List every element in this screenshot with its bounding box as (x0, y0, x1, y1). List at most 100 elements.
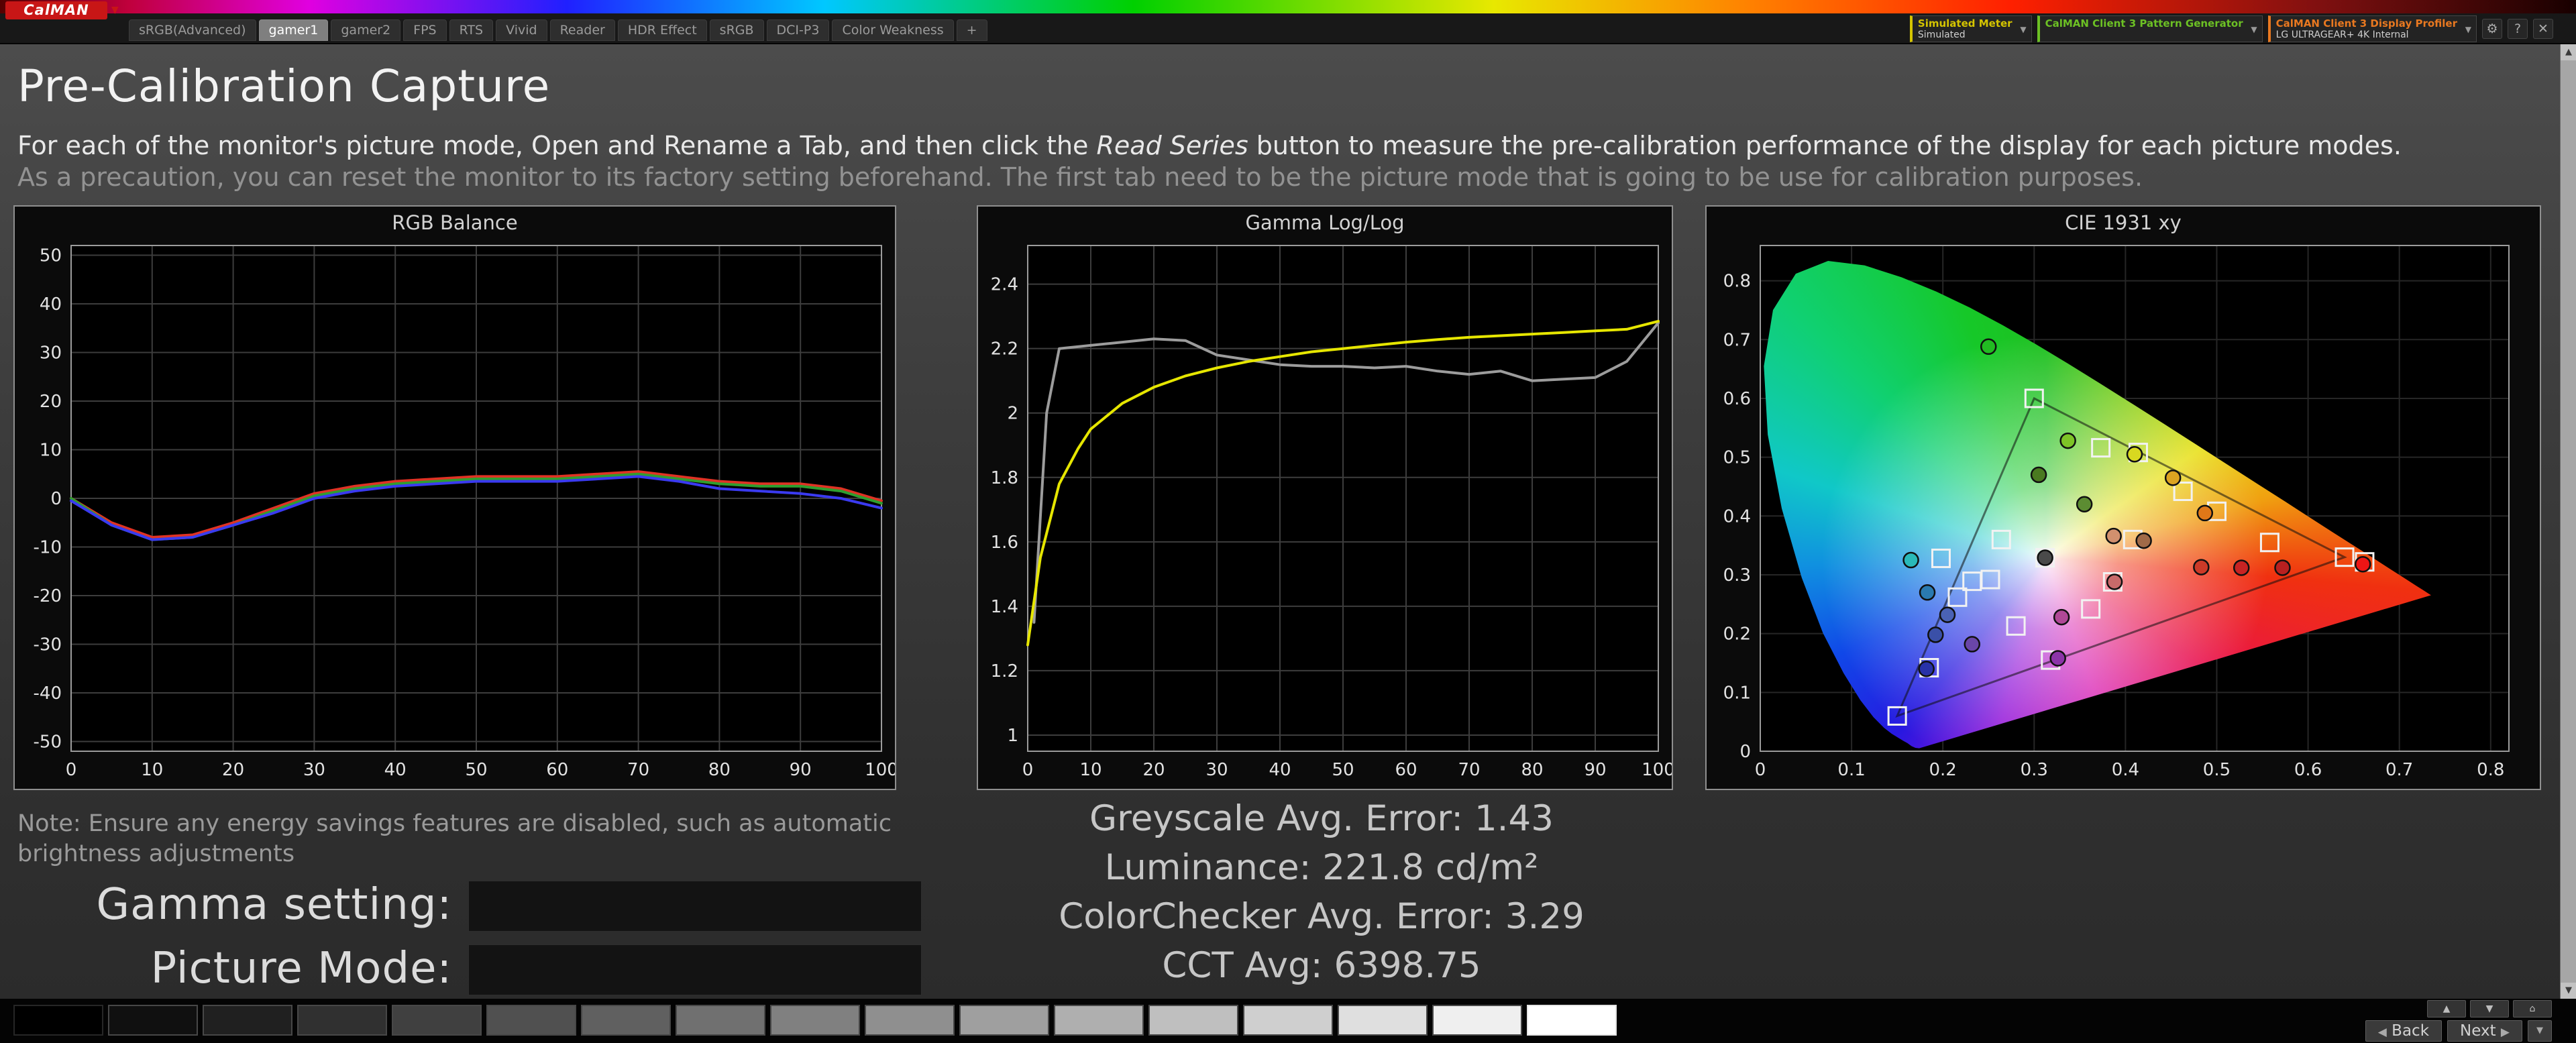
svg-text:0: 0 (1739, 742, 1751, 762)
pattern-swatch[interactable] (486, 1005, 576, 1036)
svg-text:20: 20 (40, 392, 62, 412)
hardware-selectors: Simulated Meter Simulated ▼ CalMAN Clien… (1909, 15, 2553, 42)
scrollbar[interactable]: ▲ ▼ (2560, 44, 2576, 999)
display-selector[interactable]: CalMAN Client 3 Display Profiler LG ULTR… (2267, 15, 2477, 42)
tab-reader[interactable]: Reader (549, 19, 615, 41)
footer-controls: ▲ ▼ ⌂ ◀ Back Next ▶ ▼ (2365, 1000, 2552, 1042)
next-arrow-icon: ▶ (2500, 1026, 2510, 1039)
pattern-swatch[interactable] (203, 1005, 292, 1036)
close-icon[interactable]: ✕ (2533, 19, 2553, 39)
meter-selector[interactable]: Simulated Meter Simulated ▼ (1909, 15, 2032, 42)
note-text: Note: Ensure any energy savings features… (17, 809, 892, 869)
gamma-setting-input[interactable] (468, 881, 922, 932)
source-selector[interactable]: CalMAN Client 3 Pattern Generator ▼ (2037, 15, 2263, 42)
tab-[interactable]: + (956, 19, 987, 41)
svg-text:70: 70 (1458, 760, 1480, 780)
pattern-swatch[interactable] (392, 1005, 482, 1036)
svg-text:-30: -30 (34, 635, 62, 655)
stat-line: Luminance: 221.8 cd/m² (1104, 847, 1539, 888)
svg-text:0.4: 0.4 (1723, 506, 1751, 527)
stat-line: ColorChecker Avg. Error: 3.29 (1059, 896, 1585, 937)
pattern-swatch[interactable] (1243, 1005, 1333, 1036)
svg-text:1.2: 1.2 (991, 661, 1018, 681)
pattern-swatch[interactable] (1432, 1005, 1522, 1036)
home-button[interactable]: ⌂ (2513, 1000, 2552, 1018)
pattern-swatch[interactable] (1338, 1005, 1428, 1036)
caret-down-icon: ▼ (2485, 1003, 2493, 1014)
picture-mode-label: Picture Mode: (150, 944, 452, 993)
svg-text:10: 10 (1079, 760, 1102, 780)
pattern-swatch[interactable] (13, 1005, 103, 1036)
svg-text:0.2: 0.2 (1723, 624, 1751, 645)
svg-text:40: 40 (384, 760, 407, 780)
pattern-swatch[interactable] (108, 1005, 198, 1036)
page-down-button[interactable]: ▼ (2470, 1000, 2509, 1018)
tab-color-weakness[interactable]: Color Weakness (832, 19, 954, 41)
svg-text:2.2: 2.2 (991, 339, 1018, 360)
svg-text:60: 60 (1395, 760, 1417, 780)
layout-tabs: sRGB(Advanced) gamer1 gamer2 FPS RTS Vivid Rea… (129, 19, 987, 41)
logo-menu-caret-icon[interactable]: ▼ (111, 5, 119, 15)
svg-text:100: 100 (1642, 760, 1672, 780)
instructions-part2: button to measure the pre-calibration pe… (1248, 131, 2402, 160)
tab-fps[interactable]: FPS (403, 19, 447, 41)
stat-line: Greyscale Avg. Error: 1.43 (1089, 798, 1554, 839)
picture-mode-input[interactable] (468, 944, 922, 995)
svg-text:0.8: 0.8 (1723, 272, 1751, 292)
gear-icon[interactable]: ⚙ (2482, 19, 2502, 39)
next-button[interactable]: Next ▶ (2447, 1020, 2522, 1042)
pattern-swatch[interactable] (865, 1005, 955, 1036)
pattern-swatch[interactable] (959, 1005, 1049, 1036)
scroll-down-icon[interactable]: ▼ (2561, 983, 2576, 999)
caret-down-icon: ▼ (2536, 1026, 2543, 1036)
spectrum-bar (0, 0, 2576, 13)
svg-text:20: 20 (1142, 760, 1165, 780)
tab-rts[interactable]: RTS (449, 19, 494, 41)
tab-gamer2[interactable]: gamer2 (331, 19, 401, 41)
pattern-swatch[interactable] (1054, 1005, 1144, 1036)
source-selector-label: CalMAN Client 3 Pattern Generator (2045, 17, 2243, 30)
calman-logo[interactable]: CalMAN (5, 1, 107, 19)
back-button[interactable]: ◀ Back (2365, 1020, 2443, 1042)
svg-text:0.5: 0.5 (1723, 448, 1751, 468)
tab-hdr-effect[interactable]: HDR Effect (617, 19, 707, 41)
pattern-swatch[interactable] (676, 1005, 765, 1036)
help-icon[interactable]: ? (2508, 19, 2528, 39)
svg-text:1.4: 1.4 (991, 597, 1018, 617)
note-line2: brightness adjustments (17, 840, 295, 867)
svg-text:-20: -20 (34, 586, 62, 606)
svg-text:0.4: 0.4 (2112, 760, 2139, 780)
svg-text:0.1: 0.1 (1723, 683, 1751, 703)
home-icon: ⌂ (2529, 1003, 2536, 1014)
cie-chart-title: CIE 1931 xy (2065, 211, 2182, 234)
instructions-part1: For each of the monitor's picture mode, … (17, 131, 1097, 160)
tab-gamer1[interactable]: gamer1 (258, 19, 329, 41)
svg-text:0.6: 0.6 (2294, 760, 2322, 780)
gamma-plot: 0 10 20 30 40 50 60 70 80 90 100 1 1.2 1.4 1.6 1.8 2 2.2 2… (978, 236, 1672, 789)
svg-text:0.6: 0.6 (1723, 389, 1751, 409)
scroll-up-icon[interactable]: ▲ (2561, 44, 2576, 60)
stat-line: CCT Avg: 6398.75 (1162, 945, 1481, 986)
pattern-swatch[interactable] (770, 1005, 860, 1036)
tab-srgb[interactable]: sRGB (709, 19, 764, 41)
gamma-setting-row: Gamma setting: (17, 878, 957, 933)
svg-text:0: 0 (1755, 760, 1766, 780)
chevron-down-icon: ▼ (2465, 25, 2471, 34)
pattern-swatch[interactable] (1527, 1005, 1617, 1036)
tab-dci-p3[interactable]: DCI-P3 (766, 19, 830, 41)
next-button-label: Next (2460, 1022, 2496, 1040)
page-up-button[interactable]: ▲ (2427, 1000, 2466, 1018)
svg-text:90: 90 (790, 760, 812, 780)
svg-text:50: 50 (40, 246, 62, 266)
pattern-swatch[interactable] (1148, 1005, 1238, 1036)
next-options-button[interactable]: ▼ (2528, 1020, 2552, 1042)
tab-srgb-advanced[interactable]: sRGB(Advanced) (129, 19, 256, 41)
svg-text:40: 40 (1269, 760, 1291, 780)
tab-vivid[interactable]: Vivid (496, 19, 547, 41)
pattern-swatch[interactable] (581, 1005, 671, 1036)
svg-text:0.8: 0.8 (2477, 760, 2504, 780)
pattern-swatch[interactable] (297, 1005, 387, 1036)
page-title: Pre-Calibration Capture (17, 60, 551, 112)
svg-text:50: 50 (465, 760, 487, 780)
meter-selector-label: Simulated Meter (1917, 17, 2012, 30)
